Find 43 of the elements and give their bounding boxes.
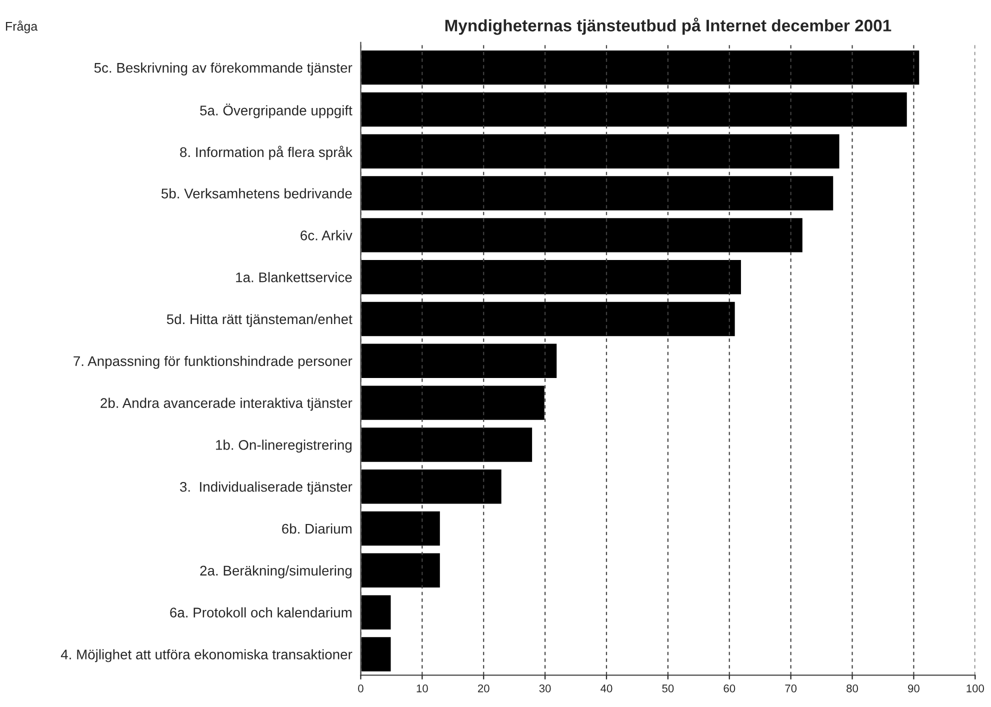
y-tick-label: 7. Anpassning för funktionshindrade personer xyxy=(74,356,352,369)
bar xyxy=(360,90,908,128)
y-tick-label: 8. Information på flera språk xyxy=(180,146,352,160)
y-tick-label: 5b. Verksamhetens bedrivande xyxy=(161,188,352,198)
y-tick-label: 4. Möjlighet att utföra ekonomiska transaktioner xyxy=(60,649,352,662)
bar xyxy=(360,49,921,86)
x-tick-label: 0 xyxy=(358,684,364,692)
y-tick-label: 6b. Diarium xyxy=(282,523,352,534)
y-tick-label: 5c. Beskrivning av förekommande tjänster xyxy=(94,62,352,76)
x-tick-label: 10 xyxy=(416,684,428,692)
y-tick-label: 1a. Blankettservice xyxy=(236,272,352,282)
bar xyxy=(360,468,503,506)
x-tick-label: 70 xyxy=(785,684,797,692)
x-tick-label: 80 xyxy=(846,684,858,692)
x-tick-label: 20 xyxy=(478,684,490,692)
bar xyxy=(360,342,558,380)
bar xyxy=(360,384,546,422)
bar xyxy=(360,216,804,254)
x-tick-label: 90 xyxy=(908,684,920,692)
y-tick-label: 2a. Beräkning/simulering xyxy=(200,565,352,578)
x-tick-label: 30 xyxy=(539,684,551,692)
bar xyxy=(360,174,835,212)
x-tick-label: 60 xyxy=(724,684,736,692)
y-tick-label: 6c. Arkiv xyxy=(300,230,352,240)
y-tick-label: 6a. Protokoll och kalendarium xyxy=(170,607,352,618)
bar xyxy=(360,552,442,589)
x-tick-label: 100 xyxy=(966,684,984,692)
y-tick-label: 2b. Andra avancerade interaktiva tjänster xyxy=(100,398,352,411)
bar xyxy=(360,594,392,631)
bar xyxy=(360,258,742,296)
x-tick-label: 40 xyxy=(600,684,612,692)
x-tick-label: 50 xyxy=(662,684,674,692)
bar xyxy=(360,636,392,673)
bar xyxy=(360,510,442,548)
chart-title: Myndigheternas tjänsteutbud på Internet december 2001 xyxy=(445,18,892,35)
bar xyxy=(360,132,841,170)
y-tick-label: 5d. Hitta rätt tjänsteman/enhet xyxy=(166,314,352,327)
bar xyxy=(360,426,534,464)
y-axis-title: Fråga xyxy=(6,20,38,34)
bar xyxy=(360,300,736,338)
y-tick-label: 1b. On-lineregistrering xyxy=(216,440,352,453)
y-tick-label: 3. Individualiserade tjänster xyxy=(180,482,352,495)
y-tick-label: 5a. Övergripande uppgift xyxy=(200,104,352,118)
